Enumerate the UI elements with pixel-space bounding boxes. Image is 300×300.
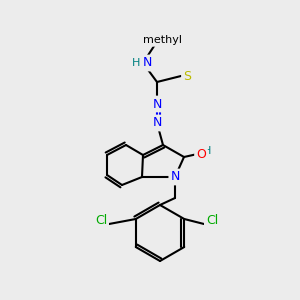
Text: methyl: methyl bbox=[143, 35, 182, 45]
Text: N: N bbox=[170, 170, 180, 184]
Text: S: S bbox=[183, 70, 191, 83]
Text: H: H bbox=[203, 146, 211, 156]
Text: O: O bbox=[196, 148, 206, 160]
Text: H: H bbox=[132, 58, 140, 68]
Text: N: N bbox=[152, 116, 162, 130]
Text: N: N bbox=[142, 56, 152, 70]
Text: Cl: Cl bbox=[206, 214, 218, 227]
Text: Cl: Cl bbox=[95, 214, 107, 227]
Text: N: N bbox=[152, 98, 162, 110]
